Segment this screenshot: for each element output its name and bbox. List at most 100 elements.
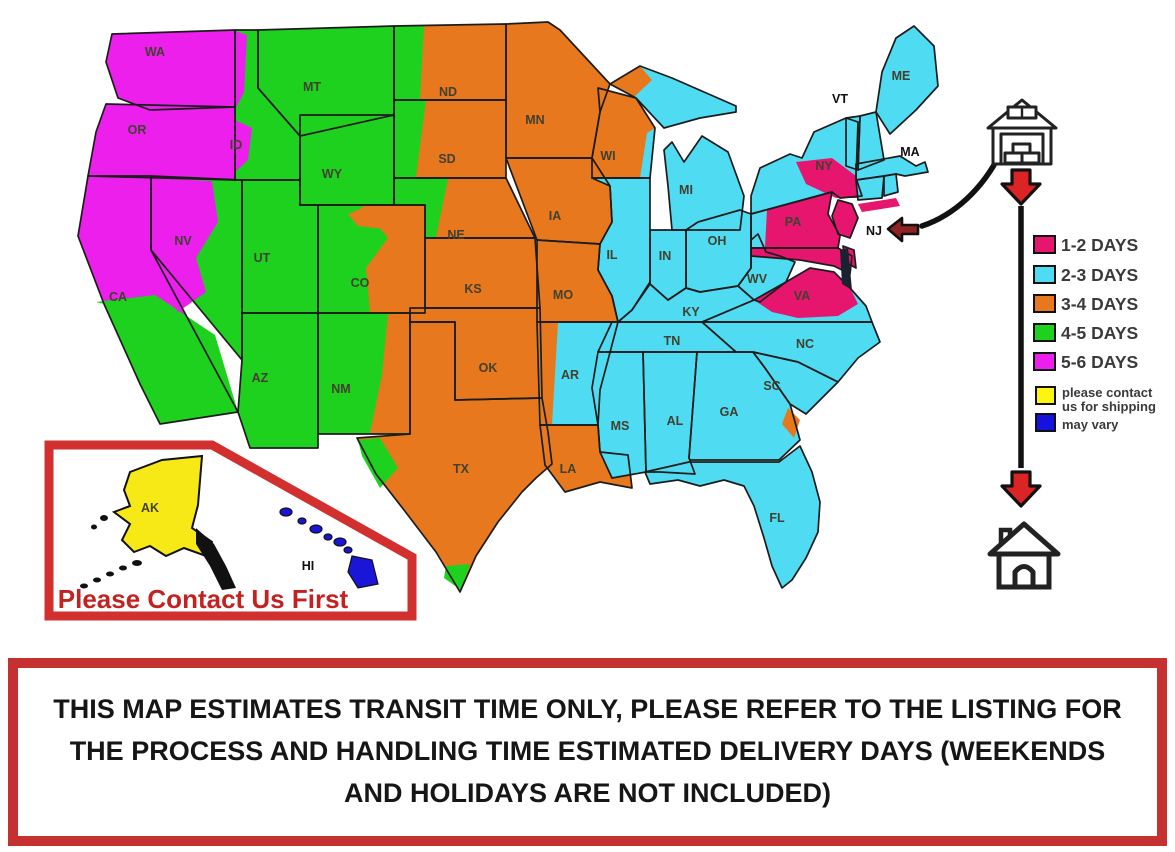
state-washington xyxy=(106,30,235,110)
legend-swatch-3-4-days xyxy=(1033,294,1056,313)
state-label-wi: WI xyxy=(600,149,615,163)
legend-label-contact-line2: us for shipping xyxy=(1062,399,1156,414)
legend-label-3-4-days: 3-4 DAYS xyxy=(1061,294,1138,314)
state-label-pa: PA xyxy=(785,215,801,229)
zone-patch-west-north-dakota xyxy=(395,26,424,100)
legend-swatch-5-6-days xyxy=(1033,352,1056,371)
warehouse-icon xyxy=(986,98,1058,166)
house-icon xyxy=(987,521,1061,590)
legend-swatch-1-2-days xyxy=(1033,235,1056,254)
zone-patch-west-arkansas xyxy=(538,323,558,424)
state-labels: WA OR CA NV ID MT WY UT CO AZ NM ND SD N… xyxy=(109,45,920,525)
alaska-shape xyxy=(111,454,214,558)
state-label-fl: FL xyxy=(769,511,785,525)
state-label-ga: GA xyxy=(720,405,739,419)
state-label-sd: SD xyxy=(438,152,455,166)
disclaimer-box: THIS MAP ESTIMATES TRANSIT TIME ONLY, PL… xyxy=(8,658,1167,846)
legend-swatch-2-3-days xyxy=(1033,265,1056,284)
zone-patch-georgia-coast xyxy=(782,408,800,438)
zone-patch-west-nebraska xyxy=(395,179,448,237)
state-label-mi: MI xyxy=(679,183,693,197)
state-label-il: IL xyxy=(606,248,617,262)
zone-patch-west-texas xyxy=(358,438,398,488)
state-label-ia: IA xyxy=(549,209,562,223)
zone-patch-west-idaho xyxy=(235,31,247,110)
state-oregon xyxy=(88,104,235,180)
zone-patch-east-new-mexico xyxy=(370,314,409,433)
state-kansas xyxy=(425,238,540,308)
state-label-oh: OH xyxy=(708,234,727,248)
state-label-sc: SC xyxy=(763,379,780,393)
legend-label-1-2-days: 1-2 DAYS xyxy=(1061,235,1138,255)
disclaimer-line-1: THIS MAP ESTIMATES TRANSIT TIME ONLY, PL… xyxy=(53,694,1122,725)
legend-swatch-contact-us xyxy=(1035,386,1056,405)
zone-patch-northwest-nevada xyxy=(151,178,218,312)
state-label-ky: KY xyxy=(682,305,700,319)
down-arrow-top-icon xyxy=(1000,168,1042,206)
zone-patch-south-california xyxy=(96,295,238,424)
state-label-in: IN xyxy=(659,249,672,263)
legend-label-5-6-days: 5-6 DAYS xyxy=(1061,352,1138,372)
state-label-wa: WA xyxy=(145,45,165,59)
state-label-id: ID xyxy=(230,138,243,152)
state-label-nd: ND xyxy=(439,85,457,99)
alaska-panhandle xyxy=(196,528,236,590)
state-label-ca: CA xyxy=(109,290,127,304)
state-label-la: LA xyxy=(560,462,577,476)
zone-patch-long-island xyxy=(858,198,900,212)
state-label-nm: NM xyxy=(331,382,350,396)
state-label-ok: OK xyxy=(479,361,498,375)
legend-label-2-3-days: 2-3 DAYS xyxy=(1061,265,1138,285)
state-label-va: VA xyxy=(794,289,810,303)
state-label-nv: NV xyxy=(174,234,192,248)
zone-patch-south-new-york xyxy=(796,158,858,198)
state-label-mo: MO xyxy=(553,288,573,302)
state-label-al: AL xyxy=(667,414,684,428)
legend-label-may-vary: may vary xyxy=(1062,417,1119,432)
state-label-tn: TN xyxy=(664,334,681,348)
zone-patch-south-texas-tip xyxy=(444,564,470,590)
state-label-co: CO xyxy=(351,276,370,290)
state-label-mt: MT xyxy=(303,80,321,94)
state-label-me: ME xyxy=(892,69,911,83)
state-label-ma: MA xyxy=(900,145,919,159)
aleutian-islands xyxy=(80,515,142,589)
hawaii-islands xyxy=(279,507,379,589)
zone-patch-idaho-border xyxy=(235,120,252,172)
state-label-ny: NY xyxy=(815,159,833,173)
state-label-ar: AR xyxy=(561,368,579,382)
legend-label-4-5-days: 4-5 DAYS xyxy=(1061,323,1138,343)
legend: 1-2 DAYS 2-3 DAYS 3-4 DAYS 4-5 DAYS 5-6 … xyxy=(1033,235,1156,432)
state-label-ks: KS xyxy=(464,282,481,296)
zone-patch-north-virginia xyxy=(754,268,858,318)
state-wyoming xyxy=(300,115,394,205)
state-label-nc: NC xyxy=(796,337,814,351)
state-label-ms: MS xyxy=(611,419,630,433)
state-label-az: AZ xyxy=(252,371,269,385)
state-label-wy: WY xyxy=(322,167,343,181)
hawaii-label: HI xyxy=(302,559,315,573)
legend-swatch-may-vary xyxy=(1035,413,1056,432)
state-arizona xyxy=(238,313,318,448)
down-arrow-bottom-icon xyxy=(1000,470,1042,508)
zone-patch-west-south-dakota xyxy=(395,100,426,177)
inset-alaska-hawaii: AK HI Please Contact Us First xyxy=(44,440,417,621)
alaska-label: AK xyxy=(141,501,159,515)
state-label-nj: NJ xyxy=(866,224,882,238)
us-transit-time-map: WA OR CA NV ID MT WY UT CO AZ NM ND SD N… xyxy=(44,21,1156,621)
nj-callout-arrow-icon xyxy=(886,216,920,243)
state-label-ne: NE xyxy=(447,228,464,242)
legend-swatch-4-5-days xyxy=(1033,323,1056,342)
state-label-wv: WV xyxy=(747,272,768,286)
state-label-ut: UT xyxy=(254,251,271,265)
zone-patch-east-colorado xyxy=(362,206,424,312)
chesapeake-bay xyxy=(840,248,852,290)
zone-patch-west-pennsylvania xyxy=(752,210,767,247)
state-label-mn: MN xyxy=(525,113,544,127)
legend-label-contact-line1: please contact xyxy=(1062,385,1153,400)
state-label-tx: TX xyxy=(453,462,470,476)
state-label-or: OR xyxy=(128,123,147,137)
disclaimer-line-3: AND HOLIDAYS ARE NOT INCLUDED) xyxy=(343,777,831,808)
inset-note: Please Contact Us First xyxy=(58,584,349,614)
